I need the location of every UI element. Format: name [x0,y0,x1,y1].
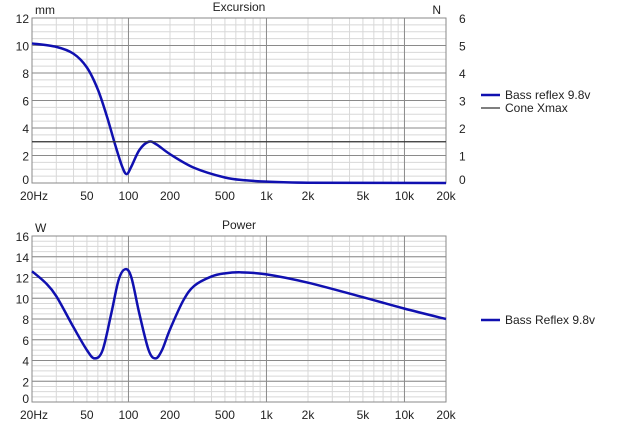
y2-tick-label: 3 [459,95,466,109]
y-tick-label: 8 [22,313,29,327]
x-tick-label: 5k [357,189,371,203]
y-axis-unit: W [35,221,47,235]
chart-0 [31,17,500,185]
chart-title: Power [222,218,256,232]
y2-tick-label: 6 [459,12,466,26]
x-tick-label: 50 [80,408,94,422]
x-tick-label: 1k [260,189,274,203]
y-tick-label: 14 [16,251,30,265]
x-tick-label: 10k [395,408,415,422]
chart-1 [31,235,500,403]
y2-tick-label: 0 [459,173,466,187]
x-tick-label: 100 [118,189,138,203]
y2-tick-label: 2 [459,122,466,136]
x-tick-label: 100 [118,408,138,422]
x-tick-label: 20k [436,189,456,203]
y-tick-label: 12 [16,272,30,286]
y-tick-label: 6 [22,95,29,109]
y-tick-label: 0 [22,392,29,406]
y2-tick-label: 1 [459,150,466,164]
x-tick-label: 2k [302,408,316,422]
x-tick-label: 200 [160,189,180,203]
y-tick-label: 6 [22,334,29,348]
y-tick-label: 4 [22,122,29,136]
y-tick-label: 16 [16,230,30,244]
x-tick-label: 20Hz [20,189,48,203]
chart-title: Excursion [213,0,266,14]
x-tick-label: 500 [215,189,235,203]
y-tick-label: 4 [22,355,29,369]
plot-frame [31,17,447,184]
series-line-bass-reflex [31,267,447,360]
legend-label: Cone Xmax [505,101,568,115]
y-tick-label: 2 [22,375,29,389]
x-tick-label: 2k [302,189,316,203]
x-tick-label: 50 [80,189,94,203]
legend-label: Bass Reflex 9.8v [505,313,595,327]
y-tick-label: 10 [16,292,30,306]
y-tick-label: 0 [22,173,29,187]
x-tick-label: 200 [160,408,180,422]
y2-tick-label: 4 [459,67,466,81]
x-tick-label: 10k [395,189,415,203]
legend-label: Bass reflex 9.8v [505,88,590,102]
y-tick-label: 2 [22,150,29,164]
y-axis-unit: mm [35,3,55,17]
y-tick-label: 12 [16,12,30,26]
x-tick-label: 20k [436,408,456,422]
y2-tick-label: 5 [459,40,466,54]
x-tick-label: 5k [357,408,371,422]
y2-axis-unit: N [432,3,441,17]
x-tick-label: 1k [260,408,274,422]
x-tick-label: 20Hz [20,408,48,422]
y-tick-label: 10 [16,40,30,54]
series-line-bass-reflex [31,42,447,185]
x-tick-label: 500 [215,408,235,422]
y-tick-label: 8 [22,67,29,81]
